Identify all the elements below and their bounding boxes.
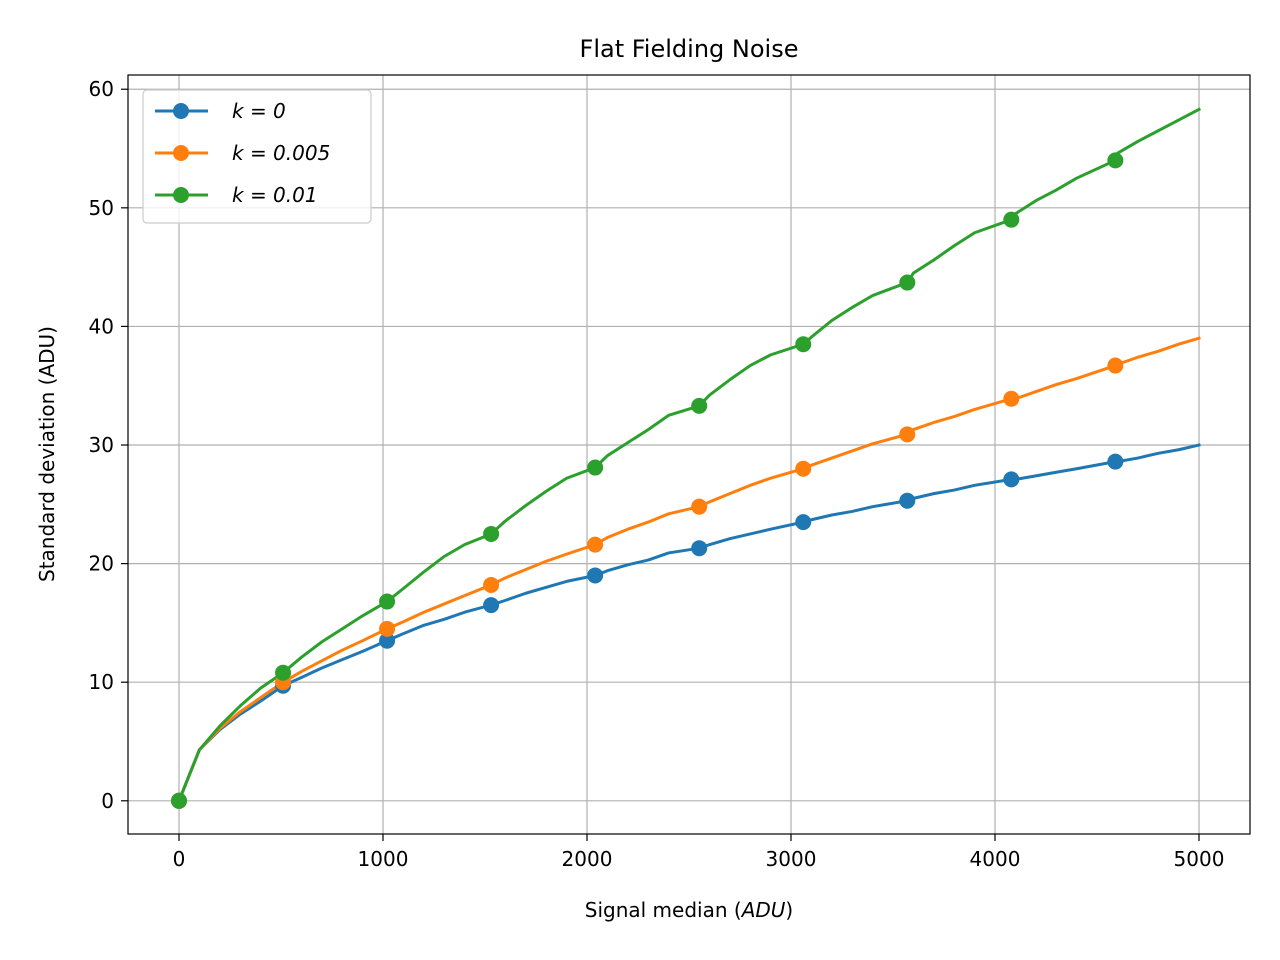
legend: k = 0 k = 0.005 k = 0.01: [142, 89, 372, 224]
grid: [128, 75, 1250, 834]
series-marker-1: [587, 536, 604, 553]
series-marker-2: [171, 792, 187, 809]
chart-title: Flat Fielding Noise: [580, 35, 799, 63]
series-marker-2: [587, 459, 604, 476]
legend-marker-k-001: [173, 187, 189, 203]
series-marker-2: [899, 274, 916, 291]
series-marker-1: [691, 498, 708, 515]
legend-marker-k-0005: [173, 145, 189, 161]
y-tick-label: 60: [89, 77, 114, 101]
series-marker-1: [899, 426, 916, 443]
plot-area-frame: [127, 74, 1251, 835]
series-marker-2: [795, 336, 812, 353]
series-marker-1: [1107, 357, 1124, 374]
x-tick-label: 5000: [1174, 847, 1225, 871]
y-tick-label: 40: [89, 314, 114, 338]
x-axis-ticks: 0 1000 2000 3000 4000 5000: [173, 834, 1225, 871]
series-marker-2: [691, 397, 708, 414]
series-marker-1: [483, 576, 500, 593]
x-tick-label: 3000: [766, 847, 817, 871]
y-tick-label: 10: [89, 670, 114, 694]
legend-label-k-001: k = 0.01: [232, 183, 318, 207]
x-axis-label-suffix: ): [785, 898, 793, 922]
y-axis-label: Standard deviation (ADU): [35, 326, 59, 582]
series-marker-0: [1107, 453, 1124, 470]
series-marker-0: [899, 492, 916, 509]
legend-box: [142, 89, 372, 224]
series-marker-0: [691, 540, 708, 557]
series-marker-2: [379, 593, 396, 610]
series-marker-0: [379, 632, 396, 649]
series-marker-1: [795, 460, 812, 477]
series-marker-2: [483, 525, 500, 542]
x-tick-label: 2000: [562, 847, 613, 871]
x-tick-label: 0: [173, 847, 186, 871]
plot-markers: [171, 152, 1124, 809]
legend-marker-k-0: [173, 103, 189, 119]
legend-label-k-0005: k = 0.005: [232, 141, 330, 165]
legend-label-k-0: k = 0: [232, 99, 286, 123]
series-marker-1: [379, 620, 396, 637]
x-tick-label: 4000: [970, 847, 1021, 871]
series-marker-0: [1003, 471, 1020, 488]
x-axis-label-unit: ADU: [740, 898, 786, 922]
x-axis-label-prefix: Signal median (: [585, 898, 742, 922]
series-marker-2: [1107, 152, 1124, 169]
series-marker-0: [483, 597, 500, 614]
x-tick-label: 1000: [358, 847, 409, 871]
series-marker-2: [275, 664, 292, 681]
series-marker-2: [1003, 211, 1020, 228]
series-marker-0: [795, 514, 812, 531]
series-marker-0: [587, 567, 604, 584]
y-tick-label: 50: [89, 196, 114, 220]
y-axis-ticks: 0 10 20 30 40 50 60: [89, 77, 128, 813]
y-tick-label: 0: [101, 789, 114, 813]
y-tick-label: 20: [89, 552, 114, 576]
x-axis-label: Signal median (ADU): [585, 898, 793, 922]
y-tick-label: 30: [89, 433, 114, 457]
series-marker-1: [1003, 390, 1020, 407]
